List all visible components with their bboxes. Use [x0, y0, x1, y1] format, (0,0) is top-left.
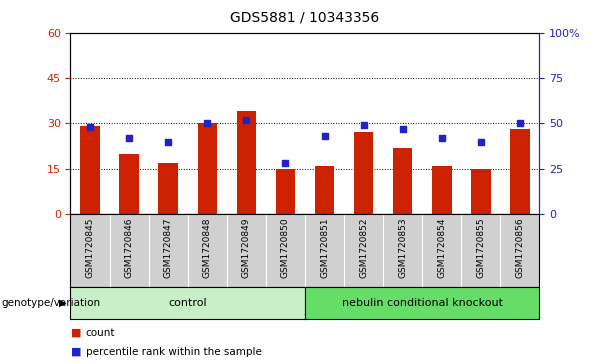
Point	[476, 139, 485, 144]
Text: GSM1720852: GSM1720852	[359, 218, 368, 278]
Text: genotype/variation: genotype/variation	[1, 298, 101, 308]
Bar	[314, 166, 334, 214]
Text: GSM1720855: GSM1720855	[476, 218, 485, 278]
Bar	[354, 132, 373, 214]
Text: GSM1720853: GSM1720853	[398, 218, 407, 278]
Text: GSM1720846: GSM1720846	[124, 218, 134, 278]
Text: GSM1720848: GSM1720848	[203, 218, 211, 278]
Bar	[158, 163, 178, 214]
Text: ▶: ▶	[59, 298, 67, 308]
Point	[359, 122, 368, 128]
Point	[202, 121, 212, 126]
Text: GSM1720847: GSM1720847	[164, 218, 173, 278]
Text: count: count	[86, 327, 115, 338]
Point	[163, 139, 173, 144]
Point	[242, 117, 251, 123]
Point	[398, 126, 408, 132]
Bar	[80, 126, 100, 214]
Bar	[120, 154, 139, 214]
Text: GSM1720849: GSM1720849	[242, 218, 251, 278]
Point	[124, 135, 134, 141]
Bar	[432, 166, 452, 214]
Bar	[237, 111, 256, 214]
Text: control: control	[169, 298, 207, 308]
Bar	[276, 169, 295, 214]
Point	[515, 121, 525, 126]
Text: GSM1720845: GSM1720845	[86, 218, 94, 278]
Point	[437, 135, 447, 141]
Text: GSM1720854: GSM1720854	[437, 218, 446, 278]
Text: nebulin conditional knockout: nebulin conditional knockout	[341, 298, 503, 308]
Text: ■: ■	[70, 327, 81, 338]
Point	[281, 160, 291, 166]
Bar	[510, 130, 530, 214]
Text: GSM1720856: GSM1720856	[516, 218, 524, 278]
Text: ■: ■	[70, 347, 81, 357]
Bar	[197, 123, 217, 214]
Bar	[471, 169, 490, 214]
Text: GSM1720850: GSM1720850	[281, 218, 290, 278]
Text: GDS5881 / 10343356: GDS5881 / 10343356	[230, 11, 379, 25]
Point	[85, 124, 95, 130]
Text: percentile rank within the sample: percentile rank within the sample	[86, 347, 262, 357]
Bar	[393, 148, 413, 214]
Text: GSM1720851: GSM1720851	[320, 218, 329, 278]
Point	[319, 133, 329, 139]
